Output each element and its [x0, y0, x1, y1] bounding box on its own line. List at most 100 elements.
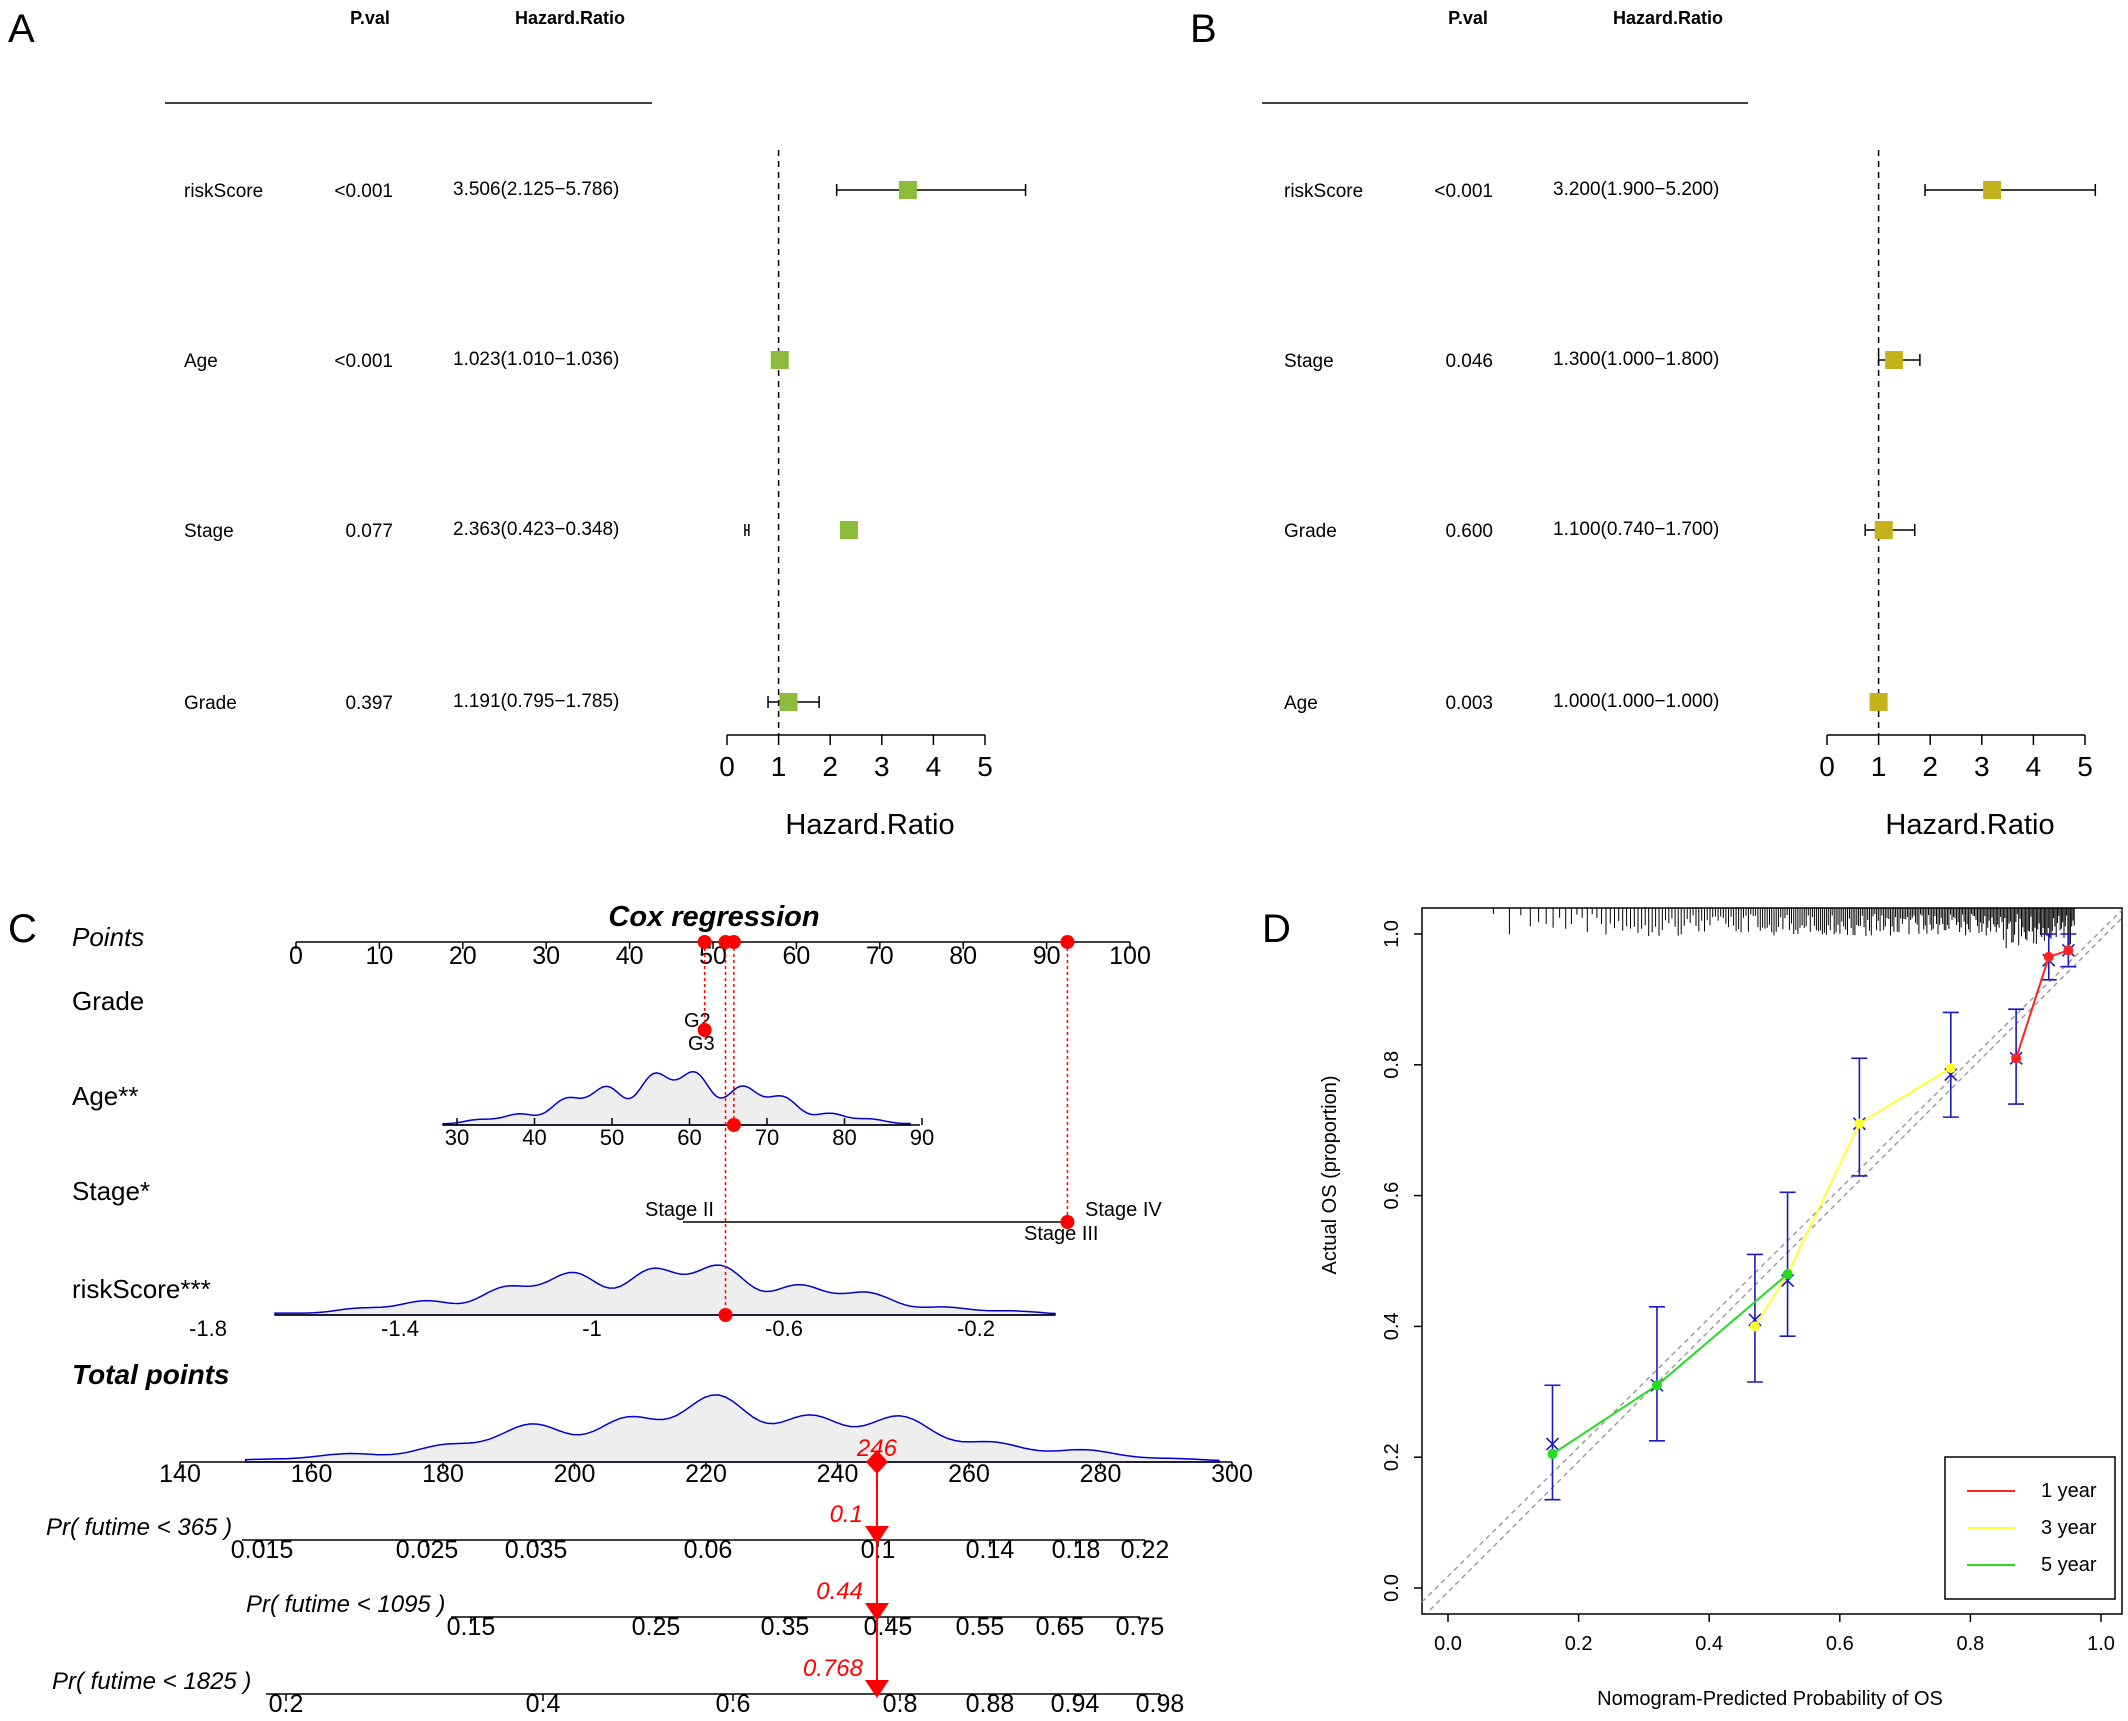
pval-value: 0.397	[345, 693, 393, 714]
hr-marker	[770, 351, 789, 369]
variable-marker	[718, 1308, 733, 1322]
row-label: riskScore	[1284, 181, 1363, 202]
riskscore-tick-label: -0.2	[957, 1316, 995, 1341]
variable-marker	[697, 1023, 712, 1037]
row-label: Age	[184, 351, 218, 372]
probability-tick-label: 0.75	[1116, 1613, 1165, 1641]
probability-tick-label: 0.025	[396, 1536, 459, 1564]
x-tick-label: 5	[2077, 751, 2093, 782]
x-tick-label: 5	[977, 751, 993, 782]
pval-value: <0.001	[334, 181, 393, 202]
series-point	[2063, 945, 2074, 956]
x-tick-label: 4	[926, 751, 942, 782]
probability-tick-label: 0.55	[956, 1613, 1005, 1641]
probability-tick-label: 0.22	[1121, 1536, 1170, 1564]
y-axis-label: Actual OS (proportion)	[1319, 1076, 1341, 1275]
age-tick-label: 40	[522, 1125, 546, 1150]
series-point	[2011, 1053, 2022, 1064]
y-tick-label: 0.8	[1381, 1051, 1403, 1079]
hr-value: 1.023(1.010−1.036)	[453, 349, 619, 370]
total-points-tick-label: 240	[817, 1460, 859, 1488]
hr-value: 3.200(1.900−5.200)	[1553, 179, 1719, 200]
pval-header: P.val	[1448, 8, 1488, 28]
probability-value: 0.44	[816, 1578, 863, 1605]
total-points-tick-label: 160	[291, 1460, 333, 1488]
total-points-tick-label: 200	[554, 1460, 596, 1488]
scale-label-probability: Pr( futime < 365 )	[46, 1514, 232, 1541]
panel-d-calibration-plot: D Nomogram-Predicted Probability of OS A…	[1262, 907, 2123, 1710]
pval-value: <0.001	[334, 351, 393, 372]
row-label: Stage	[184, 521, 234, 542]
scale-label-age: Age**	[72, 1081, 139, 1111]
hr-value: 1.100(0.740−1.700)	[1553, 519, 1719, 540]
probability-tick-label: 0.035	[505, 1536, 568, 1564]
hr-marker	[779, 693, 798, 711]
age-tick-label: 80	[832, 1125, 856, 1150]
x-tick-label: 1.0	[2087, 1633, 2115, 1655]
x-tick-label: 1	[1871, 751, 1887, 782]
x-axis-title: Hazard.Ratio	[785, 809, 954, 841]
row-label: Stage	[1284, 351, 1334, 372]
total-points-tick-label: 180	[422, 1460, 464, 1488]
age-tick-label: 50	[600, 1125, 624, 1150]
legend-label: 5 year	[2041, 1554, 2097, 1576]
probability-marker	[864, 1603, 889, 1621]
probability-marker	[864, 1680, 889, 1698]
observed-marker	[1545, 1437, 1560, 1451]
stage-level-label: Stage II	[645, 1199, 714, 1221]
probability-tick-label: 0.06	[684, 1536, 733, 1564]
points-tick-label: 20	[449, 942, 477, 970]
hr-marker	[1869, 693, 1888, 711]
x-tick-label: 3	[1974, 751, 1990, 782]
points-tick-label: 10	[365, 942, 393, 970]
points-tick-label: 100	[1109, 942, 1151, 970]
pval-value: 0.003	[1445, 693, 1493, 714]
x-tick-label: 0	[1819, 751, 1835, 782]
x-tick-label: 0.4	[1695, 1633, 1723, 1655]
legend-label: 1 year	[2041, 1480, 2097, 1502]
y-tick-label: 0.6	[1381, 1182, 1403, 1210]
total-points-value: 246	[856, 1435, 898, 1462]
scale-label-riskscore: riskScore***	[72, 1274, 211, 1304]
riskscore-density-curve	[274, 1264, 1056, 1316]
series-point	[1749, 1321, 1760, 1332]
row-label: Grade	[1284, 521, 1337, 542]
panel-label-c: C	[8, 907, 37, 951]
panel-c-nomogram: C Cox regression Points 0 10 20 30 40 50 60 70 80…	[8, 901, 1253, 1718]
hr-marker	[1885, 351, 1904, 369]
x-tick-label: 0.8	[1956, 1633, 1984, 1655]
x-axis-title: Hazard.Ratio	[1885, 809, 2054, 841]
ideal-line	[1421, 909, 2123, 1603]
x-tick-label: 2	[1922, 751, 1938, 782]
row-label: riskScore	[184, 181, 263, 202]
scale-label-total-points: Total points	[72, 1359, 230, 1390]
y-tick-label: 0.2	[1381, 1443, 1403, 1471]
probability-tick-label: 0.65	[1036, 1613, 1085, 1641]
age-tick-label: 60	[677, 1125, 701, 1150]
probability-tick-label: 0.4	[526, 1690, 561, 1718]
series-point	[1547, 1448, 1558, 1459]
total-points-density-curve	[244, 1394, 1220, 1463]
series-line	[1754, 1067, 1952, 1327]
probability-value: 0.768	[803, 1655, 864, 1682]
stage-level-label: Stage III	[1024, 1223, 1099, 1245]
total-points-tick-label: 260	[948, 1460, 990, 1488]
riskscore-tick-label: -1.4	[381, 1316, 419, 1341]
age-density-curve	[442, 1070, 911, 1126]
scale-label-points: Points	[72, 922, 144, 952]
series-point	[2043, 951, 2054, 962]
row-label: Age	[1284, 693, 1318, 714]
x-tick-label: 0.0	[1434, 1633, 1462, 1655]
probability-tick-label: 0.015	[231, 1536, 294, 1564]
probability-tick-label: 0.25	[632, 1613, 681, 1641]
series-point	[1782, 1269, 1793, 1280]
variable-marker	[726, 1118, 741, 1132]
points-tick-label: 80	[949, 942, 977, 970]
x-tick-label: 1	[771, 751, 787, 782]
row-label: Grade	[184, 693, 237, 714]
probability-tick-label: 0.6	[716, 1690, 751, 1718]
x-tick-label: 0.6	[1826, 1633, 1854, 1655]
hr-value: 1.000(1.000−1.000)	[1553, 691, 1719, 712]
pval-value: 0.600	[1445, 521, 1493, 542]
